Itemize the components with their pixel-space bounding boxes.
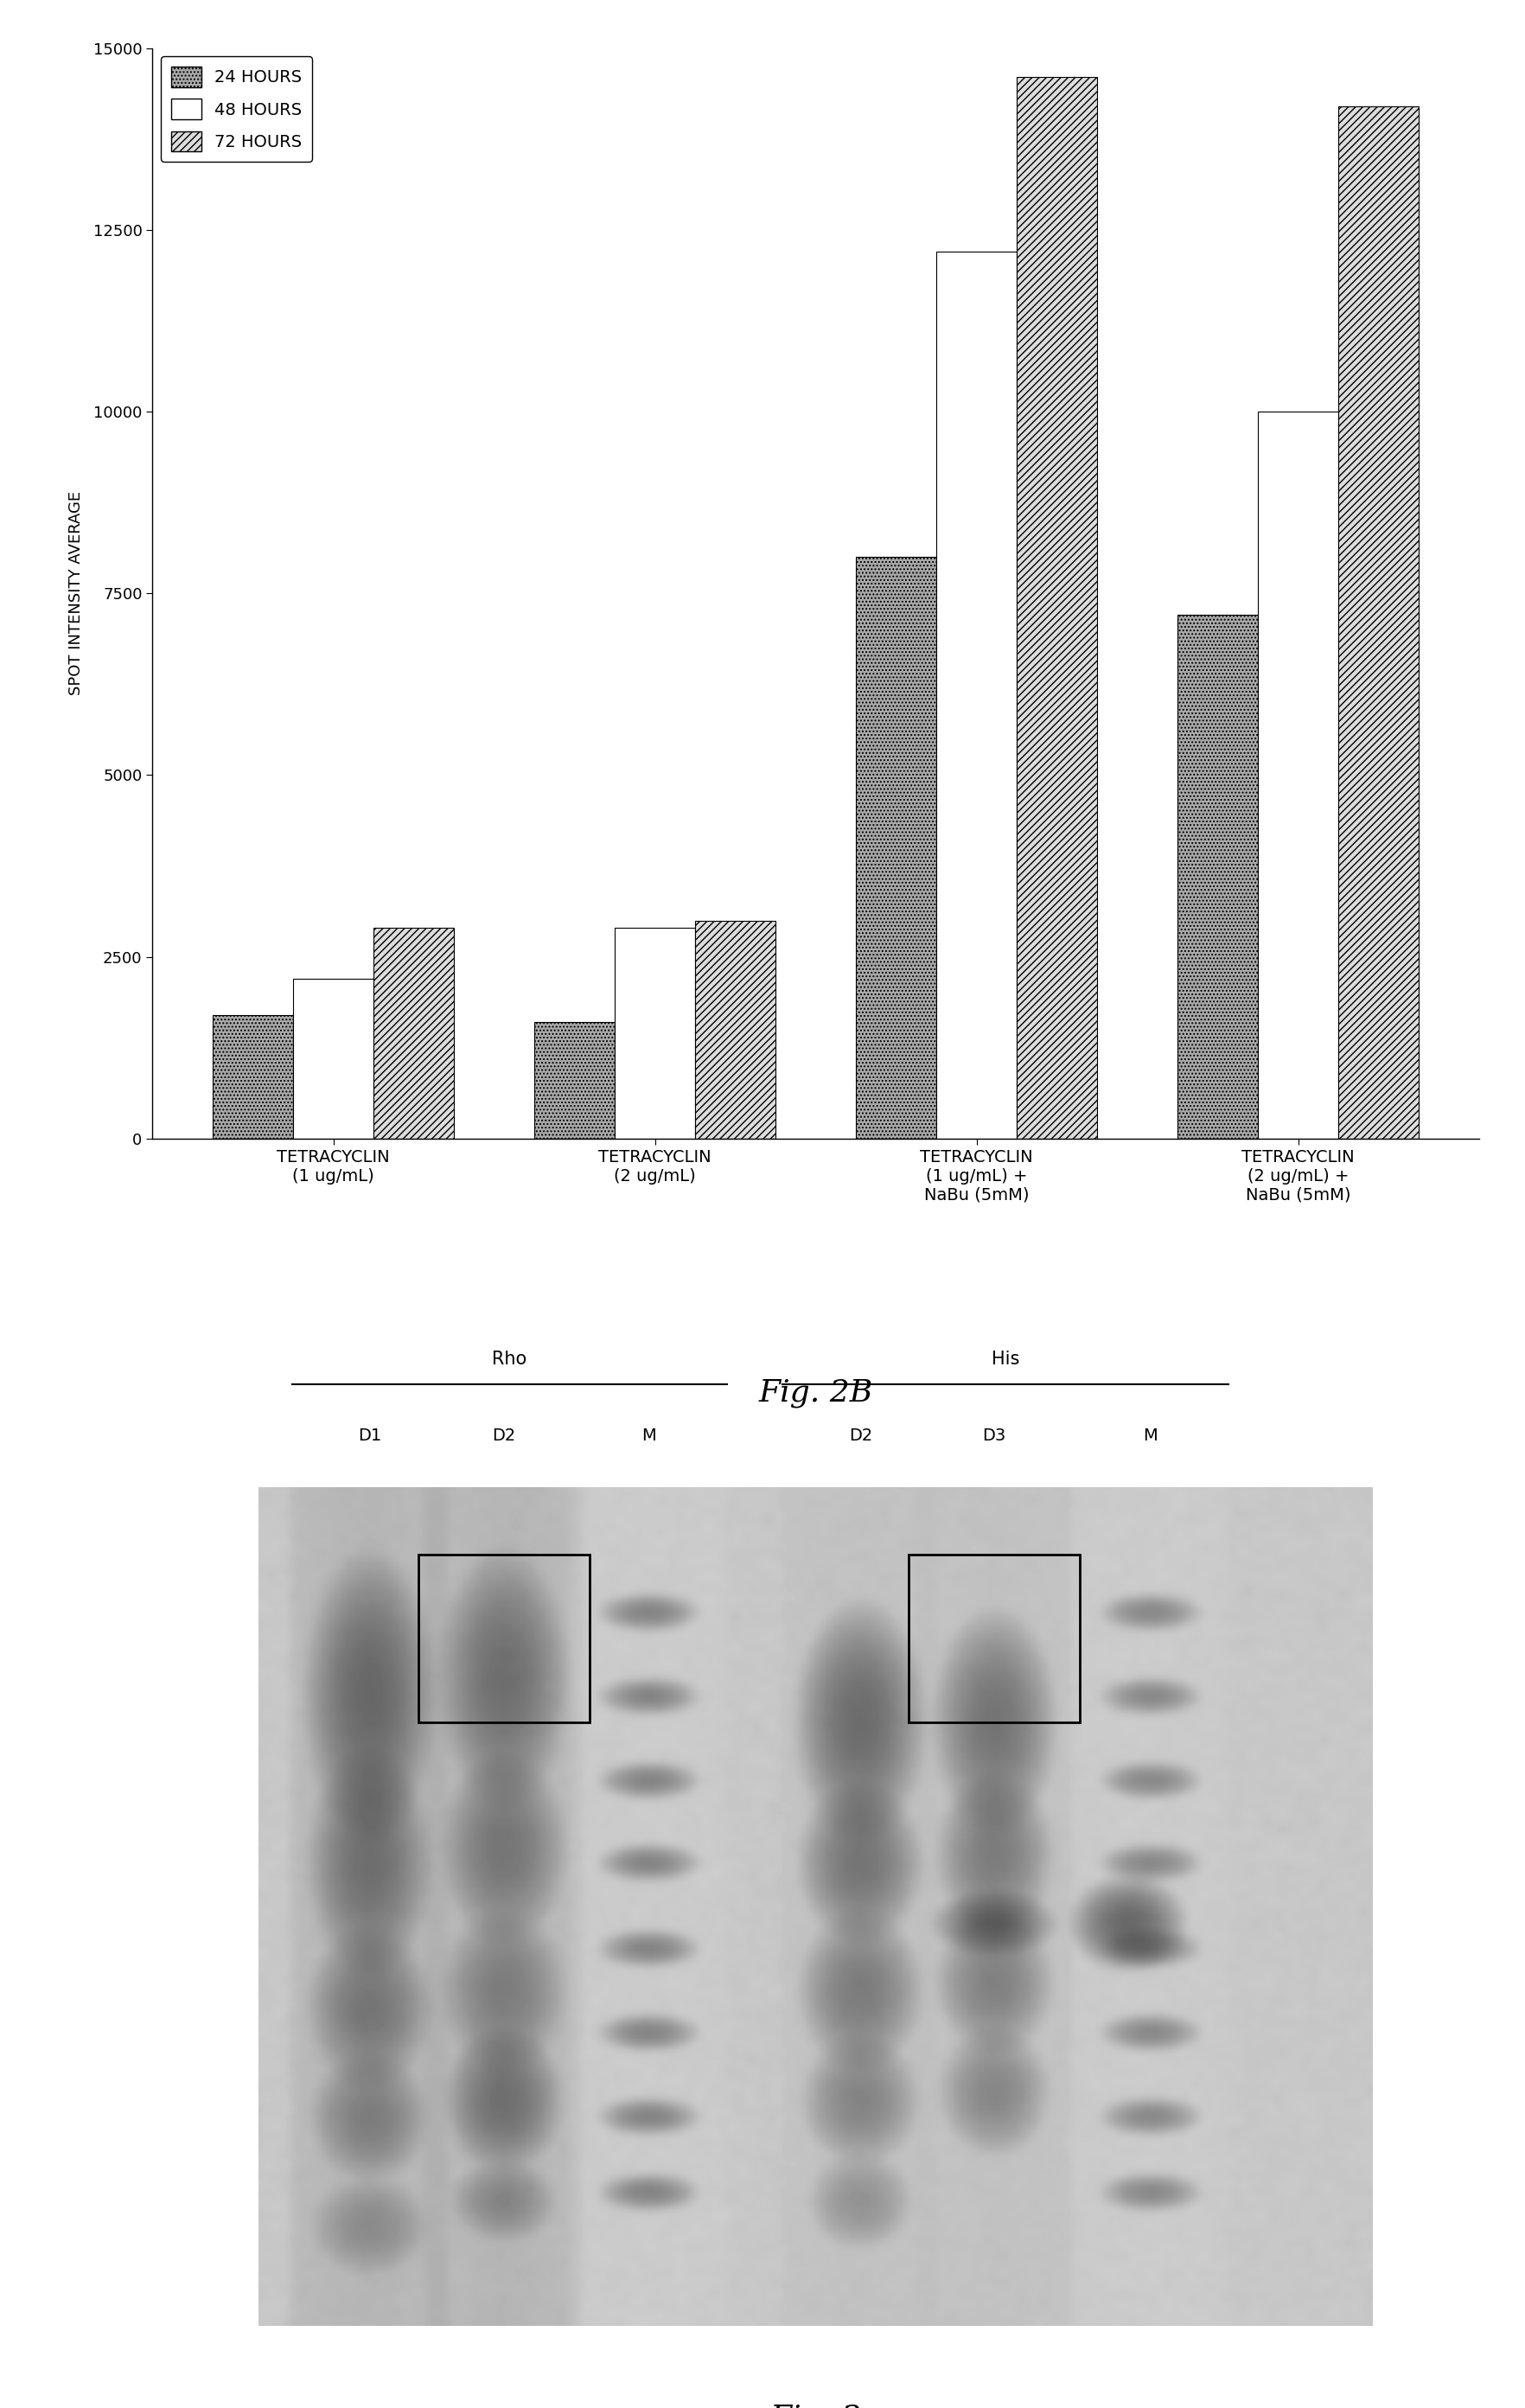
- Text: D3: D3: [982, 1428, 1007, 1445]
- Bar: [293, 978, 374, 1139]
- Bar: [1258, 412, 1339, 1139]
- Bar: [856, 556, 936, 1139]
- Bar: [1339, 106, 1418, 1139]
- Text: Fig. 2B: Fig. 2B: [759, 1377, 872, 1409]
- Bar: [909, 1556, 1080, 1722]
- Text: M: M: [1142, 1428, 1157, 1445]
- Text: D1: D1: [358, 1428, 381, 1445]
- Bar: [615, 927, 695, 1139]
- Bar: [374, 927, 454, 1139]
- Text: MONOMER: MONOMER: [462, 1739, 546, 1755]
- Text: D2: D2: [849, 1428, 872, 1445]
- Text: Rho: Rho: [493, 1351, 526, 1368]
- Bar: [418, 1556, 590, 1722]
- Text: M: M: [642, 1428, 656, 1445]
- Text: D2: D2: [493, 1428, 515, 1445]
- Text: Fig. 3: Fig. 3: [770, 2403, 862, 2408]
- Y-axis label: SPOT INTENSITY AVERAGE: SPOT INTENSITY AVERAGE: [69, 491, 84, 696]
- Bar: [1177, 614, 1258, 1139]
- Bar: [936, 253, 1017, 1139]
- Bar: [695, 920, 776, 1139]
- Text: FRACTIONS: FRACTIONS: [950, 1739, 1039, 1755]
- Legend: 24 HOURS, 48 HOURS, 72 HOURS: 24 HOURS, 48 HOURS, 72 HOURS: [162, 55, 313, 161]
- Bar: [214, 1016, 293, 1139]
- Bar: [1017, 77, 1098, 1139]
- Text: His: His: [991, 1351, 1019, 1368]
- Bar: [534, 1023, 615, 1139]
